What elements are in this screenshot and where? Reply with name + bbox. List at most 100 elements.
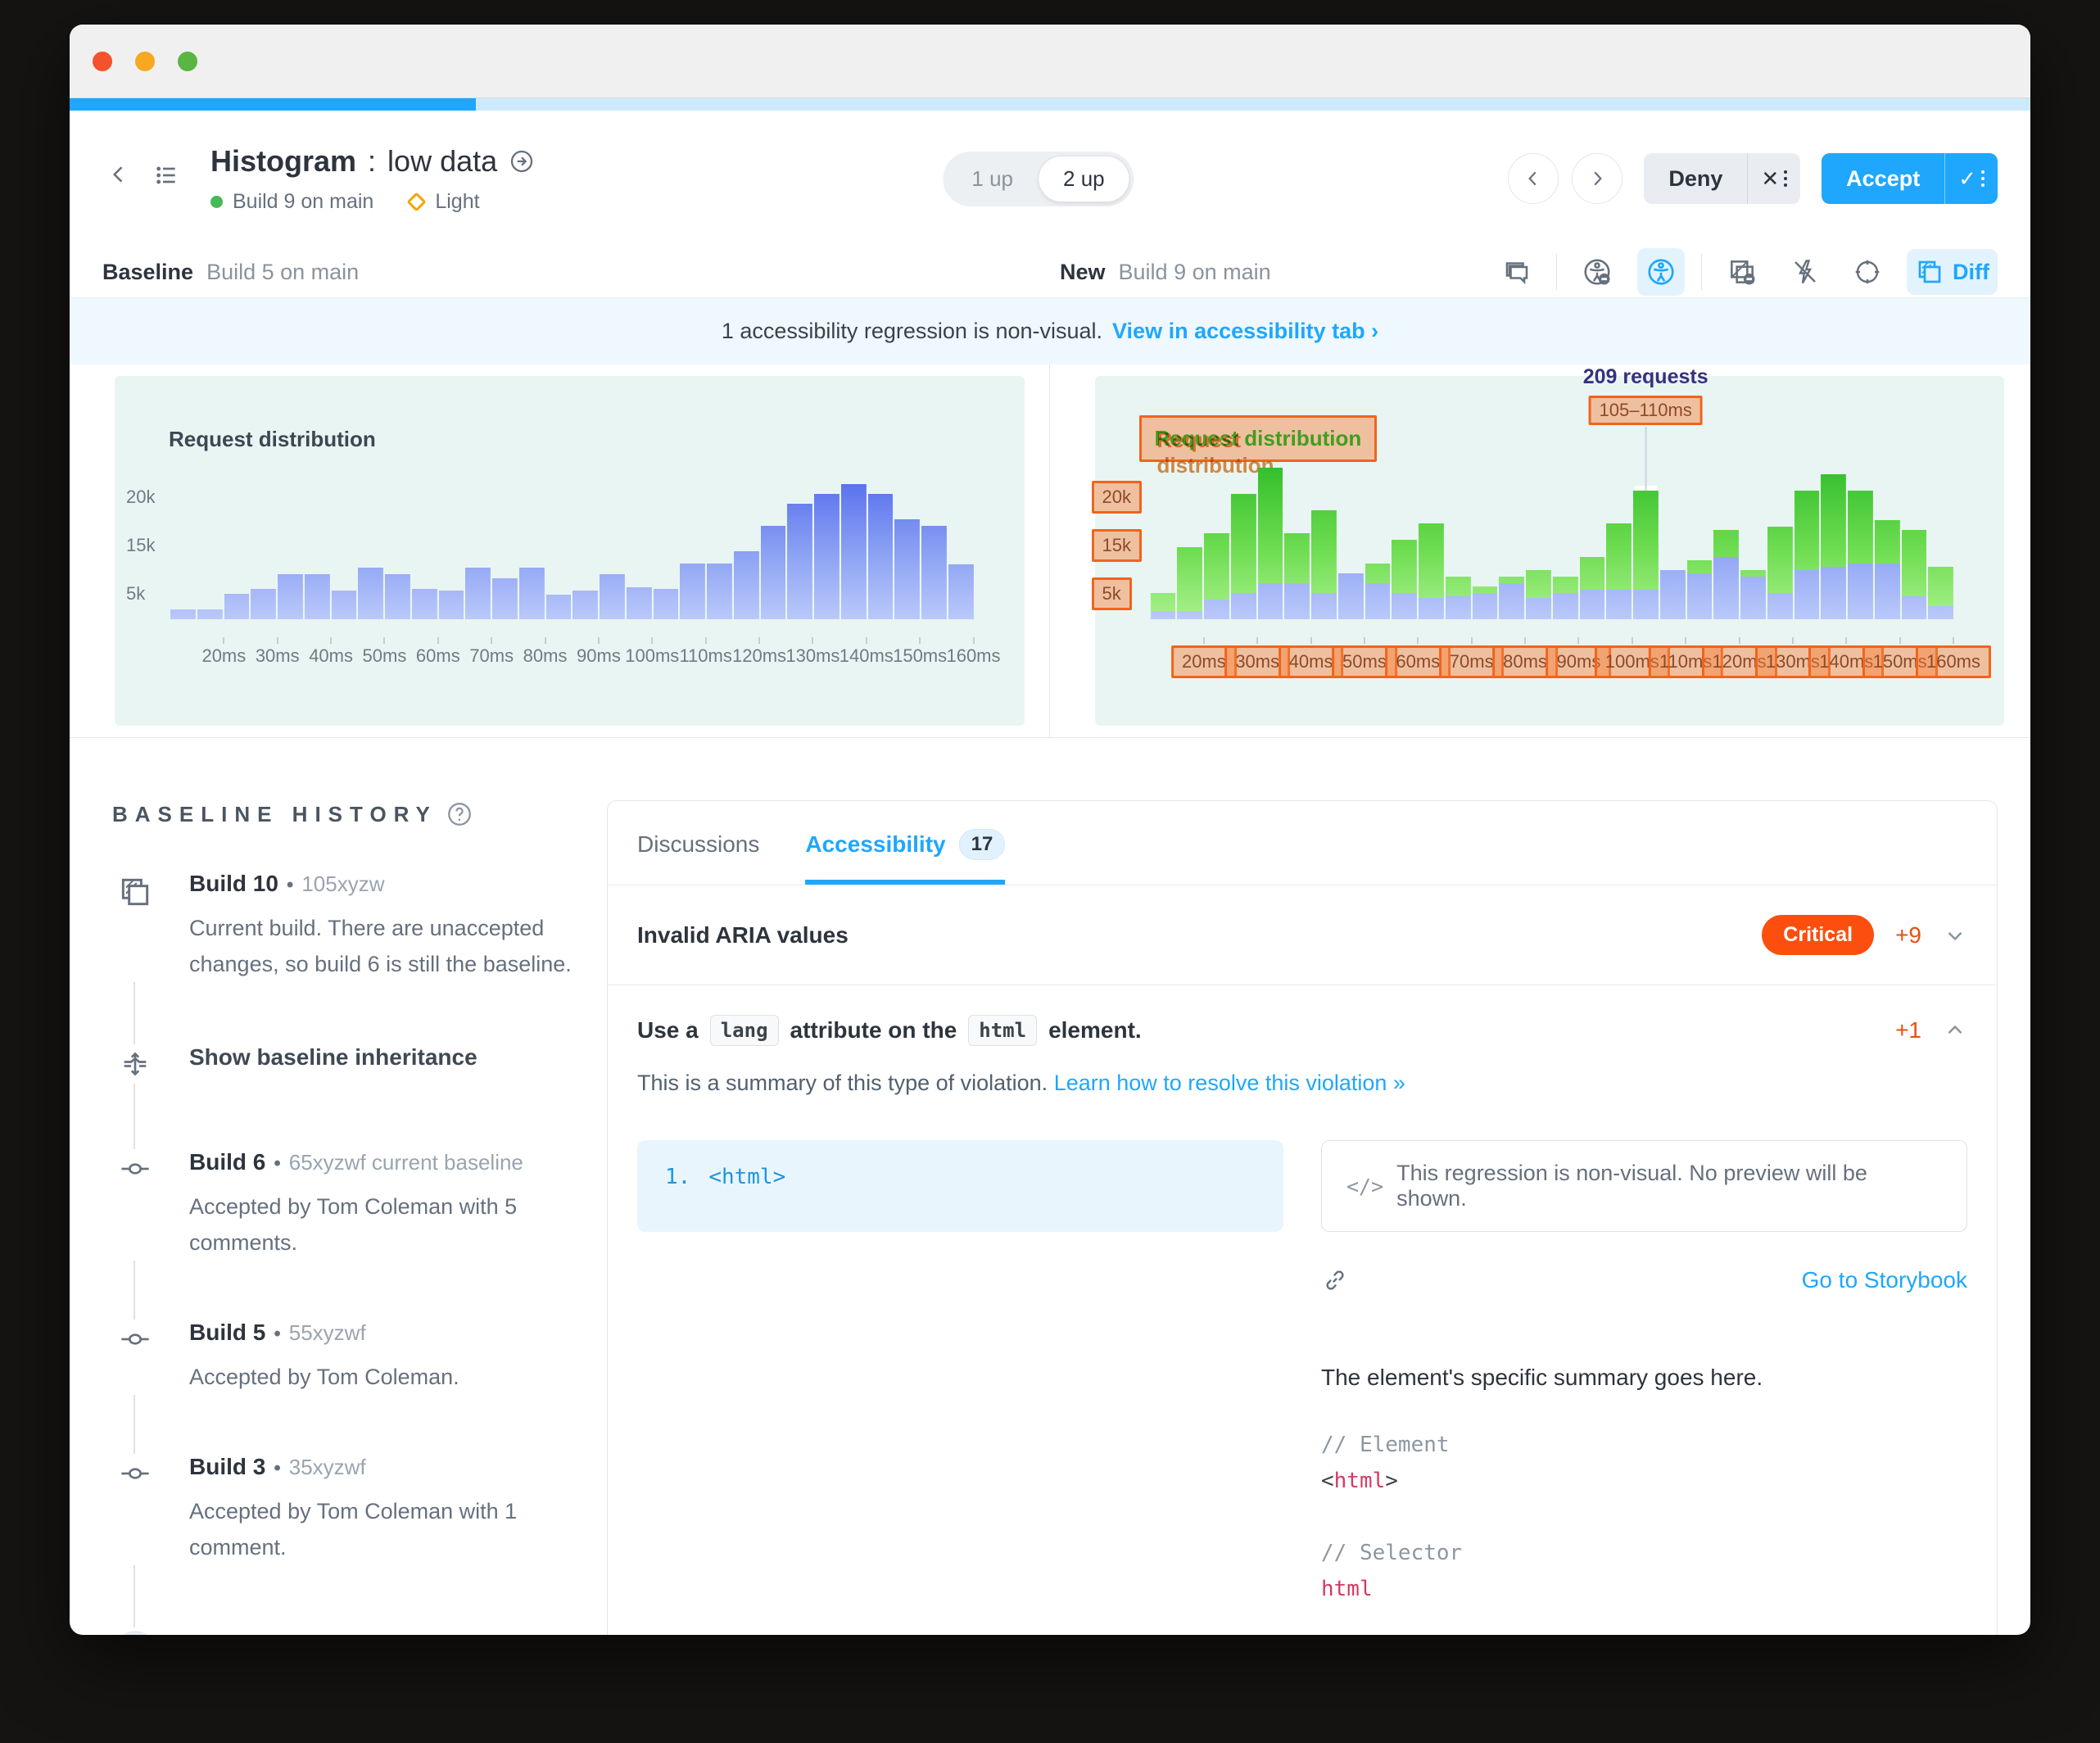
story-list-button[interactable] bbox=[148, 157, 184, 193]
toggle-2up[interactable]: 2 up bbox=[1038, 155, 1130, 202]
x-axis-tick bbox=[1685, 637, 1687, 644]
app-header: Histogram : low data Build 9 on main Lig… bbox=[70, 111, 2030, 247]
x-axis-tick bbox=[1363, 637, 1365, 644]
histogram-bar bbox=[680, 484, 705, 619]
deny-batch-menu-button[interactable]: ✕ bbox=[1747, 153, 1800, 204]
view-more-link[interactable]: View more bbox=[189, 1632, 594, 1635]
x-axis-tick bbox=[651, 637, 654, 644]
value-bar bbox=[1230, 593, 1256, 619]
tab-discussions[interactable]: Discussions bbox=[637, 829, 759, 885]
x-axis-tick bbox=[972, 637, 975, 644]
value-bar bbox=[1526, 598, 1551, 619]
minimize-window-button[interactable] bbox=[135, 51, 155, 71]
y-axis-label: 20k bbox=[1091, 481, 1142, 514]
theme-diamond-icon bbox=[406, 191, 427, 212]
viewport-toggle: 1 up 2 up bbox=[943, 151, 1134, 206]
histogram-bar bbox=[787, 484, 812, 619]
y-axis-label: 5k bbox=[1091, 577, 1132, 610]
open-story-icon[interactable] bbox=[509, 148, 535, 174]
accept-button[interactable]: Accept bbox=[1822, 153, 1944, 204]
build-title[interactable]: Build 5 • 55xyzwf bbox=[189, 1320, 366, 1345]
deny-button[interactable]: Deny bbox=[1644, 153, 1747, 204]
histogram-bar bbox=[1499, 468, 1524, 619]
previous-change-button[interactable] bbox=[1508, 153, 1559, 204]
show-baseline-inheritance-link[interactable]: Show baseline inheritance bbox=[189, 1044, 477, 1070]
accessibility-off-button[interactable] bbox=[1573, 248, 1621, 296]
go-to-storybook-link[interactable]: Go to Storybook bbox=[1801, 1267, 1967, 1293]
histogram-bar bbox=[438, 484, 464, 619]
x-axis-tick bbox=[919, 637, 921, 644]
accept-button-group: Accept ✓ bbox=[1822, 153, 1998, 204]
value-bar bbox=[1821, 567, 1846, 619]
x-axis-tick bbox=[1631, 637, 1633, 644]
lightning-off-button[interactable] bbox=[1782, 249, 1828, 295]
commit-icon bbox=[119, 1454, 152, 1565]
view-accessibility-tab-link[interactable]: View in accessibility tab › bbox=[1112, 319, 1379, 343]
rule-row-invalid-aria[interactable]: Invalid ARIA values Critical +9 bbox=[608, 885, 1997, 985]
build-title[interactable]: Build 6 • 65xyzwf current baseline bbox=[189, 1149, 523, 1175]
zoom-window-button[interactable] bbox=[178, 51, 197, 71]
x-axis-label: 20ms bbox=[201, 645, 247, 666]
snapshot-off-icon bbox=[1727, 256, 1758, 287]
value-bar bbox=[1740, 577, 1766, 619]
accessibility-button[interactable] bbox=[1637, 248, 1686, 296]
comments-button[interactable] bbox=[1494, 249, 1540, 295]
build-title[interactable]: Build 3 • 35xyzwf bbox=[189, 1454, 366, 1479]
value-bar bbox=[814, 494, 840, 619]
histogram-bar bbox=[733, 484, 759, 619]
non-visual-preview-card: </> This regression is non-visual. No pr… bbox=[1321, 1140, 1967, 1232]
x-axis-label: 40ms bbox=[309, 645, 353, 666]
x-axis-label: 160ms bbox=[1915, 645, 1992, 678]
x-axis-label: 80ms bbox=[523, 645, 568, 666]
baseline-build: Build 5 on main bbox=[206, 259, 360, 284]
histogram-bar bbox=[1767, 468, 1793, 619]
value-bar bbox=[1419, 598, 1444, 619]
chevron-down-icon[interactable] bbox=[1943, 923, 1967, 948]
chart-x-axis: 20ms 30ms 40ms 50ms 60ms 70ms 80ms 90ms 100ms 110… bbox=[170, 637, 1001, 678]
toggle-1up[interactable]: 1 up bbox=[947, 156, 1038, 202]
close-window-button[interactable] bbox=[93, 51, 112, 71]
x-axis-tick bbox=[1310, 637, 1312, 644]
chevron-up-icon[interactable] bbox=[1943, 1018, 1967, 1043]
tooltip-pointer-line bbox=[1645, 427, 1647, 491]
x-axis-tick bbox=[437, 637, 439, 644]
copy-link-icon[interactable] bbox=[1321, 1266, 1349, 1294]
histogram-bar bbox=[411, 484, 437, 619]
build-title[interactable]: Build 10 • 105xyzw bbox=[189, 871, 385, 896]
commit-icon bbox=[119, 1149, 152, 1261]
comments-icon bbox=[1502, 257, 1532, 287]
value-bar bbox=[1445, 596, 1471, 619]
histogram-bar bbox=[894, 484, 920, 619]
chart-plot: 209 requests 105–110ms bbox=[1150, 365, 1953, 619]
value-bar bbox=[626, 587, 652, 619]
x-axis-tick bbox=[1899, 637, 1901, 644]
build-description: Accepted by Tom Coleman with 5 comments. bbox=[189, 1194, 518, 1255]
new-label: New bbox=[1060, 259, 1106, 284]
baseline-histogram: Request distribution 20ms 30ms 40ms 50ms 60m… bbox=[115, 376, 1025, 726]
baseline-label: Baseline bbox=[102, 259, 194, 284]
histogram-bar bbox=[1365, 468, 1391, 619]
accept-batch-menu-button[interactable]: ✓ bbox=[1944, 153, 1998, 204]
x-axis-label: 60ms bbox=[415, 645, 460, 666]
build-entry: Build 6 • 65xyzwf current baseline Accepte… bbox=[112, 1149, 594, 1261]
value-bar bbox=[1177, 611, 1202, 619]
commit-icon bbox=[119, 1320, 152, 1395]
x-axis-tick bbox=[1524, 637, 1527, 644]
x-icon: ✕ bbox=[1761, 165, 1780, 191]
focus-target-button[interactable] bbox=[1844, 249, 1890, 295]
snapshot-off-button[interactable] bbox=[1718, 248, 1766, 296]
accessibility-off-icon bbox=[1582, 256, 1613, 287]
resolve-violation-link[interactable]: Learn how to resolve this violation » bbox=[1053, 1071, 1405, 1095]
x-axis-tick bbox=[865, 637, 867, 644]
value-bar bbox=[600, 574, 625, 619]
histogram-bar bbox=[1740, 468, 1766, 619]
tab-accessibility[interactable]: Accessibility 17 bbox=[805, 829, 1006, 885]
back-button[interactable] bbox=[102, 157, 137, 192]
next-change-button[interactable] bbox=[1572, 153, 1623, 204]
x-axis-label: 90ms bbox=[577, 645, 621, 666]
diff-label: Diff bbox=[1953, 259, 1989, 284]
baseline-inheritance-item: Show baseline inheritance bbox=[112, 1044, 594, 1084]
diff-toggle-button[interactable]: Diff bbox=[1907, 249, 1998, 295]
help-icon[interactable] bbox=[446, 800, 473, 828]
histogram-bar bbox=[1472, 468, 1498, 619]
